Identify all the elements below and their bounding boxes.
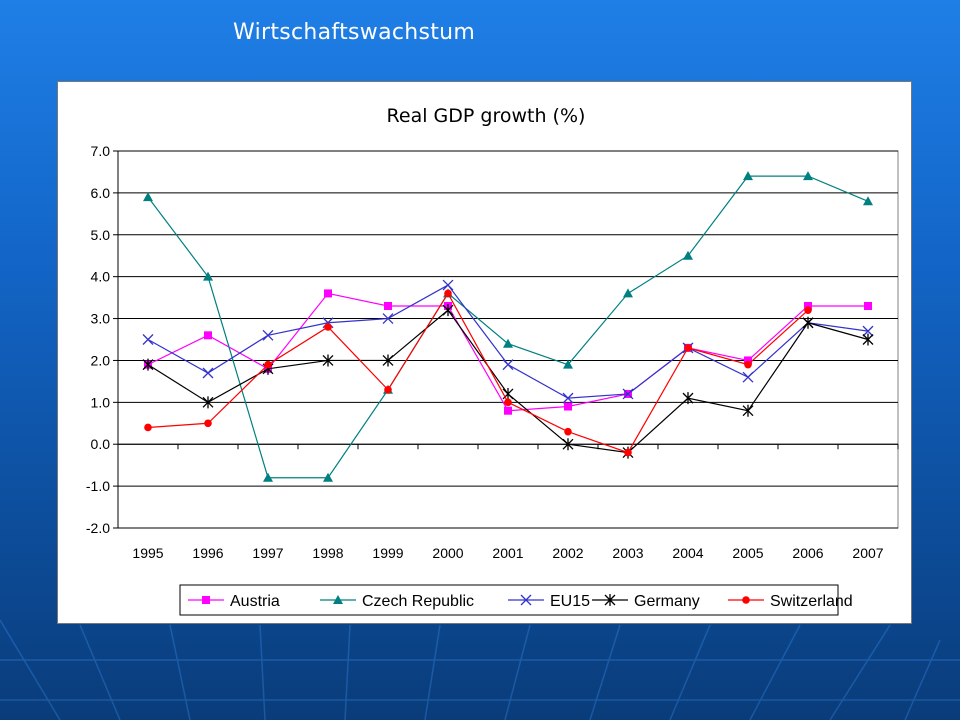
data-point	[503, 338, 513, 348]
x-tick-label: 2000	[432, 545, 463, 561]
data-point	[324, 289, 332, 298]
x-tick-label: 1999	[372, 545, 403, 561]
data-point	[384, 301, 392, 310]
legend-swatch-marker	[604, 594, 616, 606]
data-point	[744, 360, 752, 369]
data-point	[382, 354, 394, 367]
legend-swatch-marker	[333, 595, 343, 604]
legend-label: Switzerland	[770, 593, 853, 610]
data-point	[384, 385, 392, 394]
series-switzerland	[144, 289, 812, 457]
data-point	[322, 354, 334, 367]
data-point	[682, 392, 694, 405]
data-point	[683, 250, 693, 260]
x-tick-label: 2006	[792, 545, 823, 561]
data-point	[684, 344, 692, 352]
legend-label: Germany	[634, 593, 700, 610]
data-point	[804, 301, 812, 310]
legend-label: Austria	[230, 593, 280, 610]
data-point	[804, 306, 812, 314]
data-point	[802, 316, 814, 329]
data-point	[743, 171, 753, 181]
legend-swatch-marker	[202, 596, 210, 604]
series-line	[147, 309, 869, 454]
data-point	[562, 392, 574, 404]
x-tick-label: 2001	[492, 545, 523, 561]
y-tick-label: 6.0	[91, 185, 111, 201]
data-point	[864, 301, 872, 310]
x-tick-label: 2002	[552, 545, 583, 561]
data-point	[202, 396, 214, 409]
y-tick-label: 2.0	[91, 352, 111, 368]
series-line	[147, 292, 809, 454]
data-point	[142, 358, 154, 371]
data-point	[382, 313, 394, 325]
y-tick-label: 0.0	[91, 436, 111, 452]
data-point	[323, 472, 333, 482]
series-line	[147, 175, 869, 479]
data-point	[502, 359, 514, 371]
data-point	[504, 398, 512, 407]
legend-swatch-marker	[742, 596, 750, 604]
slide-title: Wirtschaftswachstum	[233, 20, 476, 45]
x-tick-label: 2005	[732, 545, 763, 561]
data-point	[622, 388, 634, 400]
data-point	[262, 329, 274, 341]
legend-swatch-marker	[520, 594, 532, 606]
data-point	[142, 334, 154, 345]
data-point	[742, 371, 754, 383]
data-point	[504, 406, 512, 415]
x-tick-label: 2004	[672, 545, 703, 561]
data-point	[862, 333, 874, 346]
legend-label: Czech Republic	[362, 593, 474, 610]
x-tick-label: 1998	[312, 545, 343, 561]
data-point	[863, 196, 873, 206]
series-germany	[142, 304, 874, 459]
legend-label: EU15	[550, 593, 590, 610]
data-point	[623, 288, 633, 298]
data-point	[442, 304, 454, 317]
chart-frame: Real GDP growth (%) -2.0 -1.0 0.0 1.0 2.0 3.0…	[57, 81, 912, 624]
x-tick-label: 1995	[132, 545, 163, 561]
data-point	[742, 404, 754, 417]
y-tick-label: 3.0	[91, 311, 111, 327]
x-tick-label: 1997	[252, 545, 283, 561]
x-tick-label: 1996	[192, 545, 223, 561]
y-tick-label: 1.0	[91, 394, 111, 410]
data-point	[324, 323, 332, 331]
data-point	[263, 472, 273, 482]
data-point	[204, 419, 212, 428]
data-point	[442, 279, 454, 291]
x-tick-label: 2007	[852, 545, 883, 561]
data-point	[444, 289, 452, 298]
data-point	[204, 331, 212, 340]
y-tick-label: -1.0	[86, 478, 110, 494]
data-point	[744, 356, 752, 365]
data-point	[564, 427, 572, 436]
y-tick-label: 7.0	[91, 143, 111, 159]
y-tick-label: 5.0	[91, 227, 111, 243]
data-point	[502, 387, 514, 400]
data-point	[264, 360, 272, 369]
data-point	[143, 192, 153, 202]
chart-title: Real GDP growth (%)	[387, 105, 586, 127]
data-point	[563, 359, 573, 369]
y-tick-label: 4.0	[91, 269, 111, 285]
data-point	[202, 367, 214, 379]
data-point	[144, 423, 152, 432]
y-tick-label: -2.0	[86, 520, 110, 536]
data-point	[562, 438, 574, 451]
line-chart: Real GDP growth (%) -2.0 -1.0 0.0 1.0 2.0 3.0…	[86, 105, 899, 616]
data-point	[564, 402, 572, 411]
data-point	[624, 448, 632, 457]
data-point	[862, 325, 874, 337]
x-tick-label: 2003	[612, 545, 643, 561]
series-czech-republic	[143, 171, 873, 482]
data-point	[803, 171, 813, 181]
data-point	[203, 271, 213, 281]
